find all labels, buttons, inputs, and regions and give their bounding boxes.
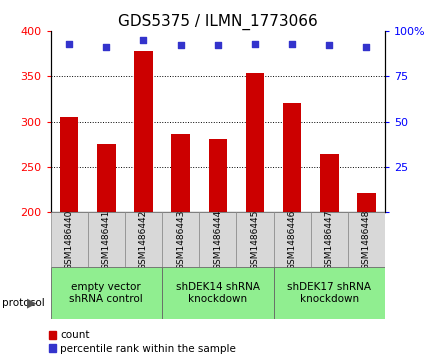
Bar — [274, 212, 311, 267]
Bar — [51, 267, 162, 319]
Bar — [246, 73, 264, 212]
Point — [103, 44, 110, 50]
Bar — [274, 267, 385, 319]
Bar — [97, 144, 116, 212]
Text: GSM1486446: GSM1486446 — [288, 209, 297, 270]
Bar — [162, 267, 274, 319]
Text: GSM1486445: GSM1486445 — [250, 209, 260, 270]
Bar — [236, 212, 274, 267]
Text: protocol: protocol — [2, 298, 45, 308]
Bar — [283, 102, 301, 212]
Bar — [60, 117, 78, 212]
Text: shDEK14 shRNA
knockdown: shDEK14 shRNA knockdown — [176, 282, 260, 304]
Text: ▶: ▶ — [27, 297, 37, 310]
Bar — [320, 154, 338, 212]
Text: GSM1486444: GSM1486444 — [213, 209, 222, 270]
Bar — [51, 212, 88, 267]
Text: GSM1486441: GSM1486441 — [102, 209, 111, 270]
Text: GSM1486448: GSM1486448 — [362, 209, 371, 270]
Bar — [348, 212, 385, 267]
Point — [326, 42, 333, 48]
Legend: count, percentile rank within the sample: count, percentile rank within the sample — [45, 326, 241, 358]
Bar — [171, 134, 190, 212]
Point — [363, 44, 370, 50]
Point — [289, 41, 296, 46]
Text: GSM1486443: GSM1486443 — [176, 209, 185, 270]
Bar — [209, 139, 227, 212]
Point — [140, 37, 147, 43]
Text: empty vector
shRNA control: empty vector shRNA control — [70, 282, 143, 304]
Bar — [311, 212, 348, 267]
Text: GSM1486447: GSM1486447 — [325, 209, 334, 270]
Bar — [88, 212, 125, 267]
Bar — [125, 212, 162, 267]
Point — [177, 42, 184, 48]
Bar — [199, 212, 236, 267]
Point — [66, 41, 73, 46]
Point — [251, 41, 258, 46]
Text: GSM1486442: GSM1486442 — [139, 209, 148, 270]
Bar — [162, 212, 199, 267]
Title: GDS5375 / ILMN_1773066: GDS5375 / ILMN_1773066 — [118, 13, 318, 29]
Text: GSM1486440: GSM1486440 — [65, 209, 73, 270]
Text: shDEK17 shRNA
knockdown: shDEK17 shRNA knockdown — [287, 282, 371, 304]
Bar — [134, 51, 153, 212]
Point — [214, 42, 221, 48]
Bar — [357, 193, 376, 212]
